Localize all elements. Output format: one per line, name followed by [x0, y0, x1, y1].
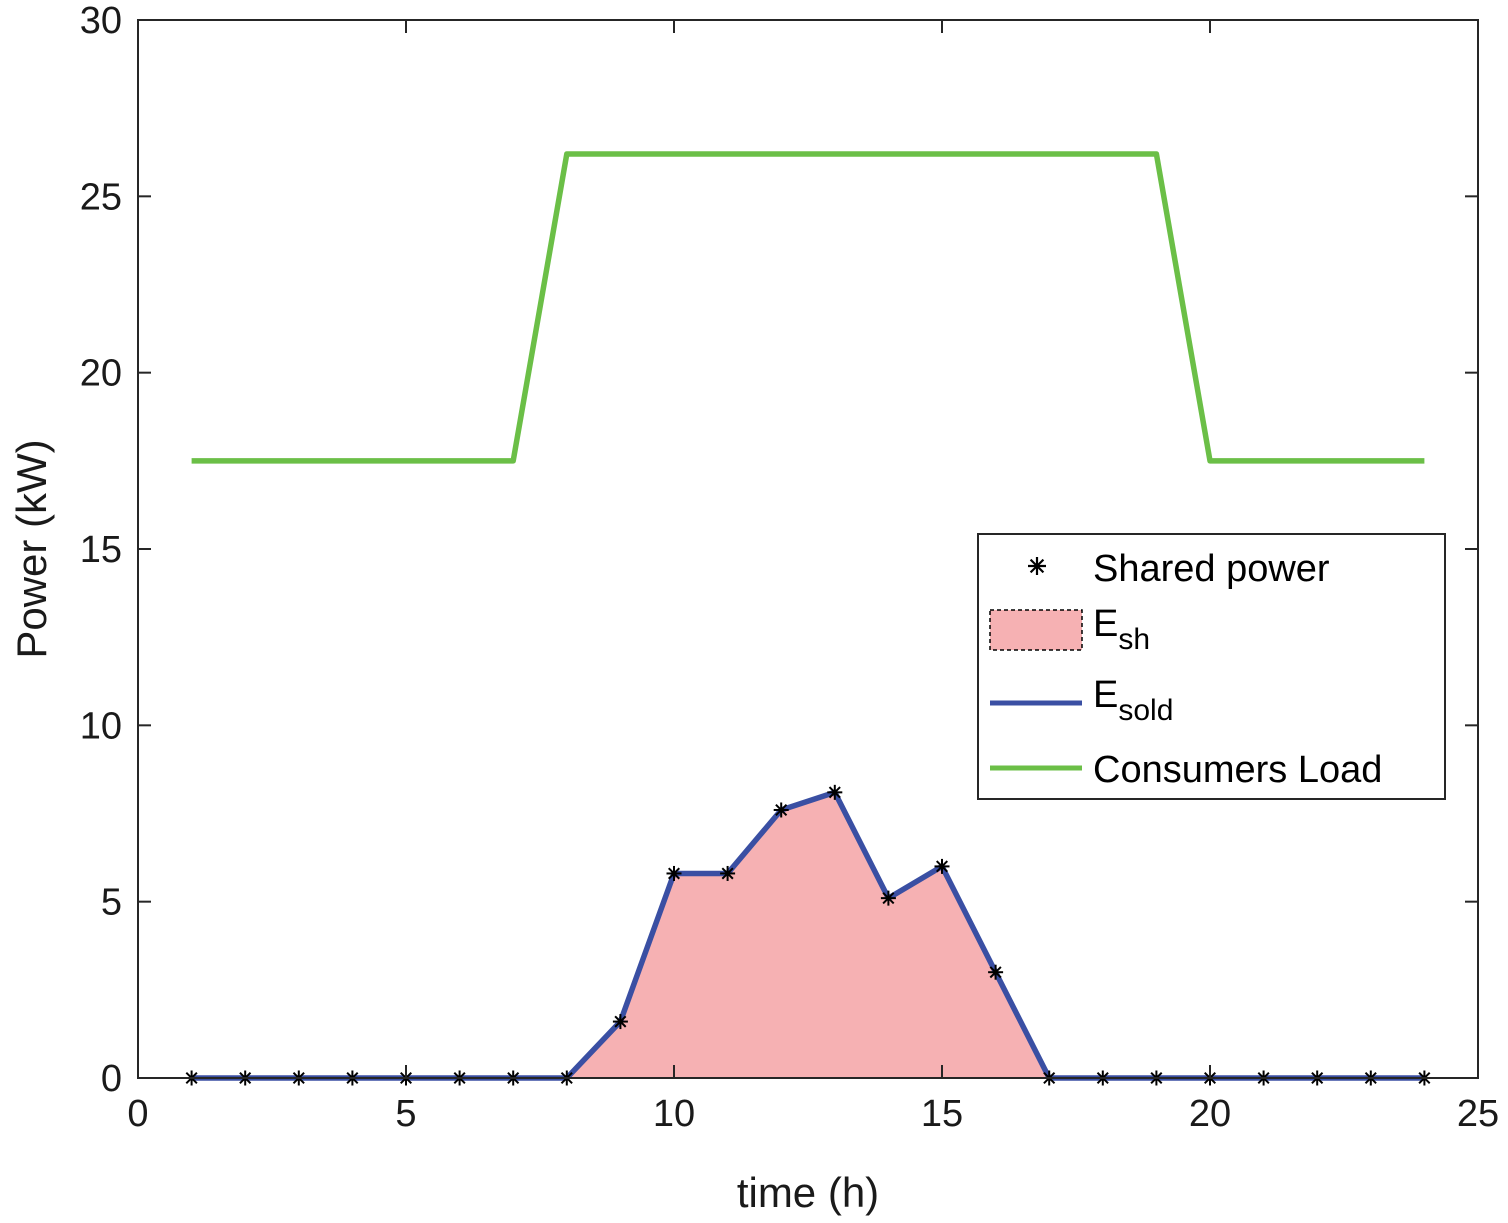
- tick-layer: 0 5 10 15 20 25 0 5 10 15 20 25 30: [80, 0, 1499, 1135]
- legend-label-consumers-load: Consumers Load: [1093, 749, 1382, 791]
- shared-power-marker: [666, 865, 682, 881]
- x-tick-label: 0: [127, 1093, 148, 1135]
- legend-label-e-sold-main: E: [1093, 674, 1118, 716]
- legend-label-e-sh-subscript: sh: [1118, 623, 1150, 656]
- legend-label-shared-power: Shared power: [1093, 548, 1330, 590]
- legend: Shared power Esh Esold Consumers Load: [977, 533, 1446, 800]
- y-tick-label: 15: [80, 529, 122, 571]
- legend-entry-e-sh: Esh: [989, 603, 1150, 656]
- area-series-sh: [191, 792, 1425, 1078]
- legend-label-e-sh: Esh: [1093, 603, 1150, 656]
- y-tick-label: 30: [80, 0, 122, 42]
- y-tick-label: 0: [101, 1058, 122, 1100]
- legend-entry-shared-power: Shared power: [1028, 548, 1330, 590]
- x-axis-title: time (h): [737, 1169, 879, 1216]
- shared-power-marker: [720, 865, 736, 881]
- y-tick-label: 20: [80, 353, 122, 395]
- y-tick-label: 5: [101, 882, 122, 924]
- x-tick-label: 25: [1457, 1093, 1499, 1135]
- legend-entry-e-sold: Esold: [990, 674, 1173, 727]
- legend-label-e-sold: Esold: [1093, 674, 1173, 727]
- x-tick-label: 20: [1189, 1093, 1231, 1135]
- legend-asterisk-marker: [1028, 557, 1046, 575]
- y-tick-label: 25: [80, 176, 122, 218]
- line-series-consumers-load: [191, 151, 1425, 464]
- legend-entry-consumers-load: Consumers Load: [990, 749, 1382, 791]
- shared-power-marker: [827, 784, 843, 800]
- legend-box: [977, 533, 1446, 800]
- y-tick-label: 10: [80, 705, 122, 747]
- shared-power-marker: [612, 1014, 628, 1030]
- x-tick-label: 5: [395, 1093, 416, 1135]
- area-layer: [191, 792, 1425, 1078]
- legend-label-e-sh-main: E: [1093, 603, 1118, 645]
- shared-power-marker: [880, 890, 896, 906]
- legend-swatch-e-sh: [989, 609, 1083, 651]
- legend-label-e-sold-subscript: sold: [1118, 694, 1173, 727]
- shared-power-marker: [988, 964, 1004, 980]
- shared-power-marker: [934, 858, 950, 874]
- x-tick-label: 10: [653, 1093, 695, 1135]
- shared-power-marker: [773, 802, 789, 818]
- y-axis-title: Power (kW): [8, 439, 55, 658]
- x-tick-label: 15: [921, 1093, 963, 1135]
